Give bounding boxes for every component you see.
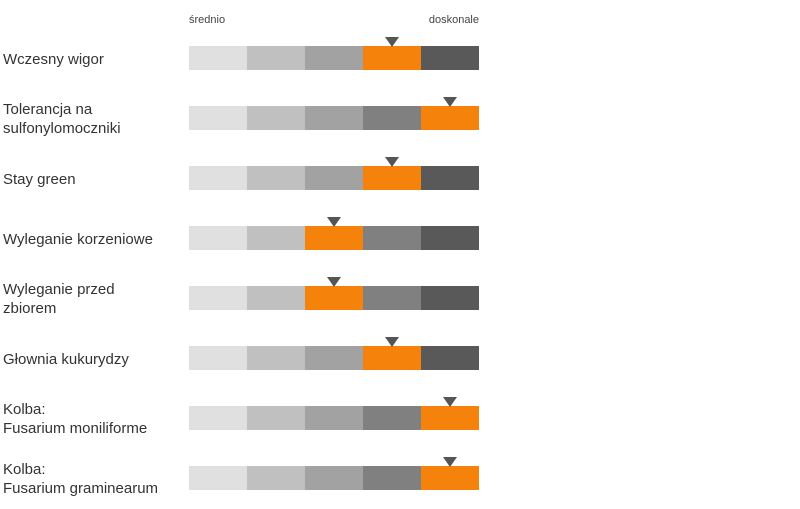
rating-segment — [363, 106, 421, 130]
rating-segment — [305, 406, 363, 430]
trait-row: Wczesny wigor — [0, 29, 800, 89]
rating-segment — [421, 286, 479, 310]
rating-segment — [247, 346, 305, 370]
rating-segment-selected — [363, 166, 421, 190]
trait-label-container: Głownia kukurydzy — [3, 329, 183, 389]
trait-label-container: Kolba: Fusarium moniliforme — [3, 389, 183, 449]
rating-segment — [189, 346, 247, 370]
rating-segment — [247, 166, 305, 190]
rating-segment — [305, 346, 363, 370]
rating-bar — [189, 346, 479, 370]
trait-label: Stay green — [3, 170, 76, 188]
rating-segment — [421, 346, 479, 370]
rating-segment — [189, 46, 247, 70]
trait-label: Wyleganie przed zbiorem — [3, 281, 115, 317]
rating-marker-icon — [327, 277, 341, 287]
rating-segment — [305, 106, 363, 130]
trait-label-container: Kolba: Fusarium graminearum — [3, 449, 183, 509]
rating-bar — [189, 46, 479, 70]
trait-label-container: Wczesny wigor — [3, 29, 183, 89]
rating-segment — [189, 406, 247, 430]
rating-segment — [363, 466, 421, 490]
rating-bar — [189, 406, 479, 430]
trait-row: Kolba: Fusarium moniliforme — [0, 389, 800, 449]
rating-segment — [247, 406, 305, 430]
rating-segment — [189, 166, 247, 190]
rating-segment-selected — [421, 466, 479, 490]
trait-label-container: Tolerancja na sulfonylomoczniki — [3, 89, 183, 149]
rating-segment — [189, 226, 247, 250]
trait-row: Wyleganie przed zbiorem — [0, 269, 800, 329]
rating-bar — [189, 286, 479, 310]
rating-segment — [189, 106, 247, 130]
rating-segment-selected — [421, 406, 479, 430]
rating-segment — [305, 46, 363, 70]
trait-row: Tolerancja na sulfonylomoczniki — [0, 89, 800, 149]
trait-label: Wczesny wigor — [3, 50, 104, 68]
rating-segment — [247, 46, 305, 70]
rating-segment-selected — [363, 46, 421, 70]
rating-bar — [189, 466, 479, 490]
rating-segment — [421, 166, 479, 190]
rating-bar — [189, 106, 479, 130]
rating-segment-selected — [421, 106, 479, 130]
rating-segment-selected — [305, 226, 363, 250]
trait-row: Głownia kukurydzy — [0, 329, 800, 389]
trait-label: Głownia kukurydzy — [3, 350, 129, 368]
rating-marker-icon — [443, 97, 457, 107]
rating-marker-icon — [385, 37, 399, 47]
rating-segment-selected — [305, 286, 363, 310]
rating-segment — [247, 226, 305, 250]
trait-label-container: Wyleganie przed zbiorem — [3, 269, 183, 329]
rating-segment — [421, 46, 479, 70]
trait-label: Tolerancja na sulfonylomoczniki — [3, 101, 121, 137]
trait-label: Kolba: Fusarium graminearum — [3, 461, 159, 497]
rating-bar — [189, 226, 479, 250]
rating-segment — [363, 406, 421, 430]
rating-bar — [189, 166, 479, 190]
rating-segment — [189, 466, 247, 490]
rating-segment — [247, 286, 305, 310]
rating-segment — [247, 466, 305, 490]
rating-marker-icon — [385, 337, 399, 347]
rating-marker-icon — [385, 157, 399, 167]
rating-segment — [305, 466, 363, 490]
trait-row: Wyleganie korzeniowe — [0, 209, 800, 269]
scale-low-label: średnio — [189, 14, 226, 26]
rating-marker-icon — [443, 457, 457, 467]
trait-label-container: Wyleganie korzeniowe — [3, 209, 183, 269]
rating-marker-icon — [443, 397, 457, 407]
rating-marker-icon — [327, 217, 341, 227]
rating-segment — [421, 226, 479, 250]
rating-segment — [189, 286, 247, 310]
trait-label-container: Stay green — [3, 149, 183, 209]
rating-segment — [363, 286, 421, 310]
rating-segment — [305, 166, 363, 190]
scale-high-label: doskonale — [428, 14, 479, 26]
trait-row: Kolba: Fusarium graminearum — [0, 449, 800, 509]
rating-segment — [363, 226, 421, 250]
trait-label: Wyleganie korzeniowe — [3, 230, 153, 248]
trait-row: Stay green — [0, 149, 800, 209]
rating-segment-selected — [363, 346, 421, 370]
trait-label: Kolba: Fusarium moniliforme — [3, 401, 148, 437]
rating-segment — [247, 106, 305, 130]
